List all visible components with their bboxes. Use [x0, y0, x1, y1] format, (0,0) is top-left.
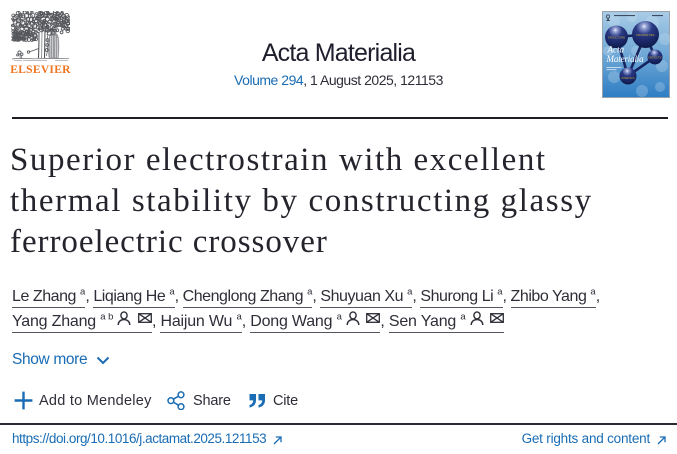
svg-text:Materialia: Materialia [606, 54, 645, 64]
svg-text:DEFECTS: DEFECTS [648, 56, 661, 60]
svg-text:PROPERTIES: PROPERTIES [637, 33, 655, 37]
svg-text:Acta: Acta [607, 45, 625, 55]
svg-text:STRUCTURE: STRUCTURE [608, 36, 625, 40]
svg-text:KINETICS: KINETICS [622, 76, 635, 80]
